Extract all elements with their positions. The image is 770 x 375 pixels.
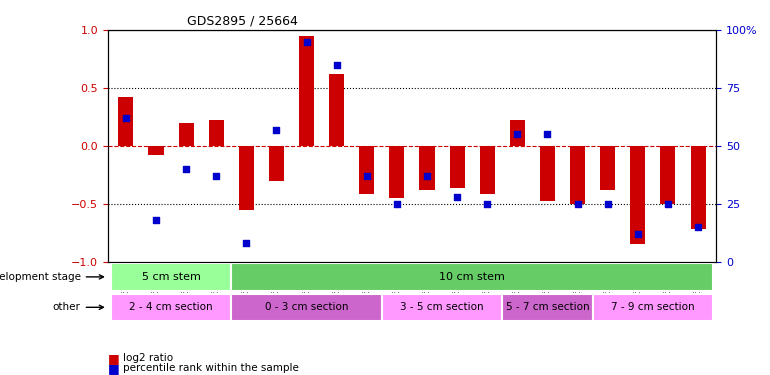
- Text: 0 - 3 cm section: 0 - 3 cm section: [265, 302, 348, 312]
- Bar: [510, 120, 525, 146]
- Bar: [360, 146, 374, 195]
- Bar: [239, 146, 254, 210]
- Point: [511, 131, 524, 137]
- Bar: [299, 36, 314, 146]
- Point: [180, 166, 192, 172]
- Point: [692, 224, 705, 230]
- Text: log2 ratio: log2 ratio: [123, 353, 173, 363]
- Bar: [179, 123, 193, 146]
- Text: GDS2895 / 25664: GDS2895 / 25664: [187, 15, 298, 27]
- Point: [421, 173, 434, 179]
- Text: 5 cm stem: 5 cm stem: [142, 272, 200, 282]
- Bar: [540, 146, 555, 201]
- Point: [541, 131, 554, 137]
- Bar: [691, 146, 705, 229]
- Text: 5 - 7 cm section: 5 - 7 cm section: [506, 302, 589, 312]
- FancyBboxPatch shape: [231, 263, 713, 291]
- Bar: [209, 120, 224, 146]
- Text: development stage: development stage: [0, 272, 103, 282]
- Point: [119, 115, 132, 121]
- Text: percentile rank within the sample: percentile rank within the sample: [123, 363, 299, 373]
- FancyBboxPatch shape: [231, 294, 382, 321]
- Point: [210, 173, 223, 179]
- Text: 7 - 9 cm section: 7 - 9 cm section: [611, 302, 695, 312]
- Point: [481, 201, 494, 207]
- Point: [601, 201, 614, 207]
- Text: 2 - 4 cm section: 2 - 4 cm section: [129, 302, 213, 312]
- Bar: [420, 146, 434, 190]
- Point: [360, 173, 373, 179]
- Text: 3 - 5 cm section: 3 - 5 cm section: [400, 302, 484, 312]
- Text: 10 cm stem: 10 cm stem: [439, 272, 505, 282]
- Bar: [119, 97, 133, 146]
- FancyBboxPatch shape: [382, 294, 502, 321]
- FancyBboxPatch shape: [593, 294, 713, 321]
- Bar: [149, 146, 163, 155]
- Bar: [450, 146, 464, 188]
- Point: [150, 217, 162, 223]
- Bar: [480, 146, 495, 195]
- Bar: [269, 146, 284, 181]
- Bar: [390, 146, 404, 198]
- Point: [300, 39, 313, 45]
- Text: ■: ■: [108, 362, 119, 375]
- Point: [631, 231, 644, 237]
- Bar: [600, 146, 615, 190]
- Text: ■: ■: [108, 352, 119, 364]
- Text: other: other: [53, 302, 103, 312]
- Point: [661, 201, 674, 207]
- FancyBboxPatch shape: [111, 294, 231, 321]
- FancyBboxPatch shape: [502, 294, 593, 321]
- Point: [270, 127, 283, 133]
- FancyBboxPatch shape: [111, 263, 231, 291]
- Bar: [570, 146, 585, 204]
- Point: [390, 201, 403, 207]
- Bar: [631, 146, 645, 244]
- Bar: [329, 74, 344, 146]
- Point: [330, 62, 343, 68]
- Point: [571, 201, 584, 207]
- Point: [240, 240, 253, 246]
- Point: [451, 194, 464, 200]
- Bar: [661, 146, 675, 204]
